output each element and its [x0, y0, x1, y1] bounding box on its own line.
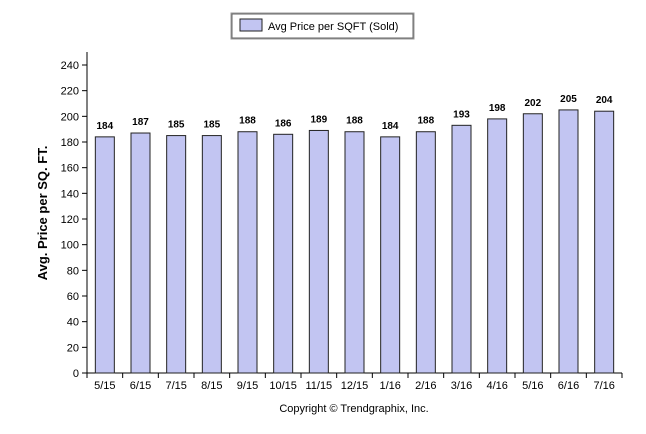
data-label: 184: [96, 121, 113, 132]
bar: [273, 133, 294, 374]
data-label: 184: [382, 121, 399, 132]
x-tick-label: 9/15: [237, 380, 258, 392]
bar: [487, 118, 508, 374]
y-tick-label: 20: [67, 342, 79, 354]
y-tick-label: 100: [61, 240, 79, 252]
data-label: 186: [275, 118, 292, 129]
x-tick-label: 12/15: [341, 380, 369, 392]
bar: [201, 135, 222, 374]
data-label: 188: [346, 116, 363, 127]
x-tick-label: 7/16: [593, 380, 614, 392]
x-tick-label: 10/15: [269, 380, 297, 392]
legend-swatch: [239, 18, 263, 32]
bar: [380, 136, 401, 374]
bar: [308, 129, 329, 374]
y-tick-label: 180: [61, 137, 79, 149]
data-label: 205: [560, 94, 577, 105]
x-tick-label: 2/16: [415, 380, 436, 392]
y-tick-label: 80: [67, 265, 79, 277]
bar: [94, 136, 115, 374]
x-tick-label: 5/15: [94, 380, 115, 392]
x-tick-label: 5/16: [522, 380, 543, 392]
data-label: 188: [239, 116, 256, 127]
y-tick-label: 60: [67, 291, 79, 303]
data-label: 193: [453, 109, 470, 120]
data-label: 187: [132, 117, 149, 128]
data-label: 189: [310, 114, 327, 125]
bar: [237, 131, 258, 374]
data-labels: 184 187 185 185 188 186 189 188 184 188 193 198 202 2…: [96, 94, 612, 132]
bar: [522, 113, 543, 374]
y-ticks: 0 20 40 60 80 100 120 140 160 180 200 220 240: [61, 60, 87, 380]
y-tick-label: 240: [61, 60, 79, 72]
copyright-text: Copyright © Trendgraphix, Inc.: [279, 403, 428, 415]
x-tick-label: 4/16: [486, 380, 507, 392]
data-label: 185: [203, 120, 220, 131]
bar: [451, 124, 472, 374]
x-tick-label: 3/16: [451, 380, 472, 392]
y-tick-label: 0: [73, 368, 79, 380]
bar: [558, 109, 579, 374]
y-tick-label: 40: [67, 317, 79, 329]
y-tick-label: 140: [61, 188, 79, 200]
x-tick-label: 7/15: [165, 380, 186, 392]
y-tick-label: 120: [61, 214, 79, 226]
data-label: 188: [417, 116, 434, 127]
bar: [130, 132, 151, 374]
bar: [594, 110, 615, 374]
x-tick-label: 6/16: [558, 380, 579, 392]
data-label: 204: [596, 95, 613, 106]
y-tick-label: 160: [61, 163, 79, 175]
y-tick-label: 200: [61, 111, 79, 123]
data-label: 185: [168, 120, 185, 131]
x-tick-label: 8/15: [201, 380, 222, 392]
data-label: 202: [524, 98, 541, 109]
x-ticks: 5/15 6/15 7/15 8/15 9/15 10/15 11/15 12/15 1/16 2…: [86, 373, 623, 392]
legend-label: Avg Price per SQFT (Sold): [268, 21, 398, 33]
x-tick-label: 1/16: [379, 380, 400, 392]
bar: [344, 131, 365, 374]
bar: [166, 135, 187, 374]
x-tick-label: 11/15: [305, 380, 332, 392]
y-axis-label: Avg. Price per SQ. FT.: [35, 146, 50, 281]
data-label: 198: [489, 103, 506, 114]
bar: [415, 131, 436, 374]
legend: Avg Price per SQFT (Sold): [230, 12, 415, 40]
x-tick-label: 6/15: [130, 380, 151, 392]
y-tick-label: 220: [61, 86, 79, 98]
bars: [94, 109, 615, 374]
